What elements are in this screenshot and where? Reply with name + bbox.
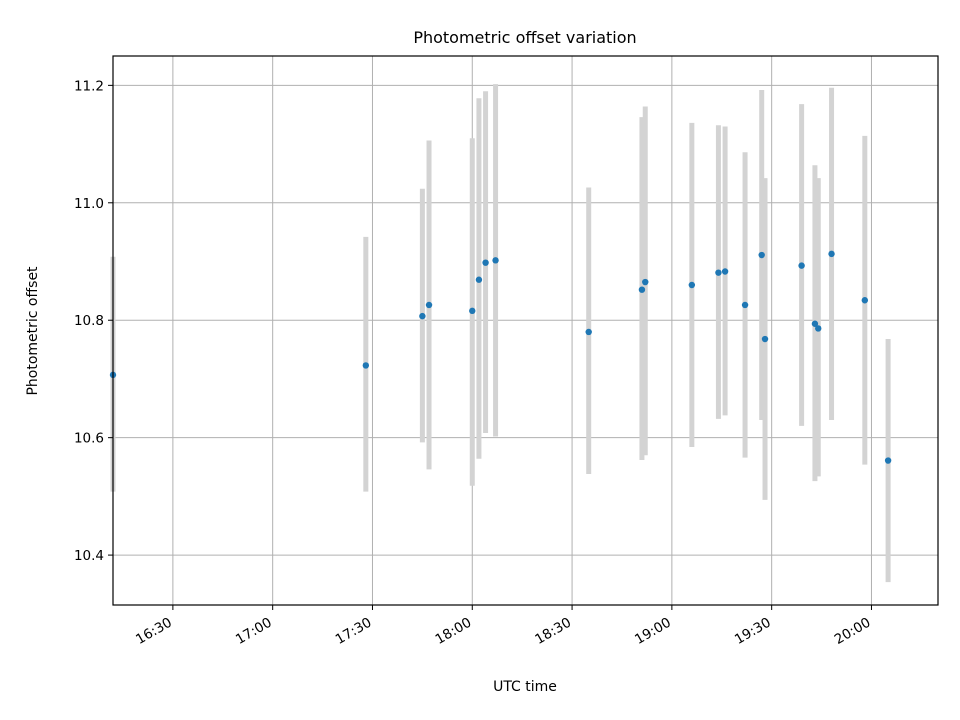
y-tick-label: 10.6	[74, 431, 104, 447]
data-point	[715, 269, 722, 276]
data-point	[482, 259, 489, 266]
data-point	[642, 278, 649, 286]
data-point	[815, 325, 822, 332]
y-tick-label: 10.8	[74, 313, 104, 329]
data-point	[721, 268, 729, 275]
x-tick-label: 17:00	[233, 615, 275, 648]
plot-frame	[112, 55, 939, 606]
y-tick-label: 11.2	[74, 78, 104, 94]
x-axis-ticks: 16:30 17:00 17:30 18:00 18:30 19:00 19:30 20:00	[133, 605, 873, 648]
data-point	[861, 297, 869, 304]
data-point	[492, 257, 499, 264]
data-point	[798, 262, 805, 269]
x-tick-label: 20:00	[832, 615, 874, 648]
data-point	[638, 286, 646, 293]
data-point	[425, 301, 433, 309]
data-point	[688, 281, 696, 289]
data-point	[741, 301, 749, 309]
data-point	[419, 312, 426, 320]
data-point	[761, 335, 769, 343]
chart-title: Photometric offset variation	[413, 28, 636, 47]
data-points	[109, 250, 892, 464]
x-axis-label: UTC time	[493, 679, 557, 695]
data-point	[811, 320, 819, 327]
x-tick-label: 19:30	[732, 615, 774, 648]
data-point	[585, 328, 592, 336]
data-point	[758, 251, 765, 259]
data-point	[828, 250, 835, 258]
x-tick-label: 19:00	[632, 615, 674, 648]
data-point	[469, 307, 476, 315]
grid	[113, 56, 938, 605]
y-tick-label: 10.4	[74, 548, 104, 564]
y-tick-label: 11.0	[74, 196, 104, 212]
x-tick-label: 17:30	[333, 615, 375, 648]
x-tick-label: 18:30	[532, 615, 574, 648]
data-point	[884, 457, 892, 464]
data-point	[362, 362, 370, 369]
x-tick-label: 16:30	[133, 615, 175, 648]
x-tick-label: 18:00	[433, 615, 475, 648]
data-point	[475, 276, 483, 283]
y-axis-label: Photometric offset	[25, 266, 41, 396]
y-axis-ticks: 10.4 10.6 10.8 11.0 11.2	[74, 78, 113, 564]
